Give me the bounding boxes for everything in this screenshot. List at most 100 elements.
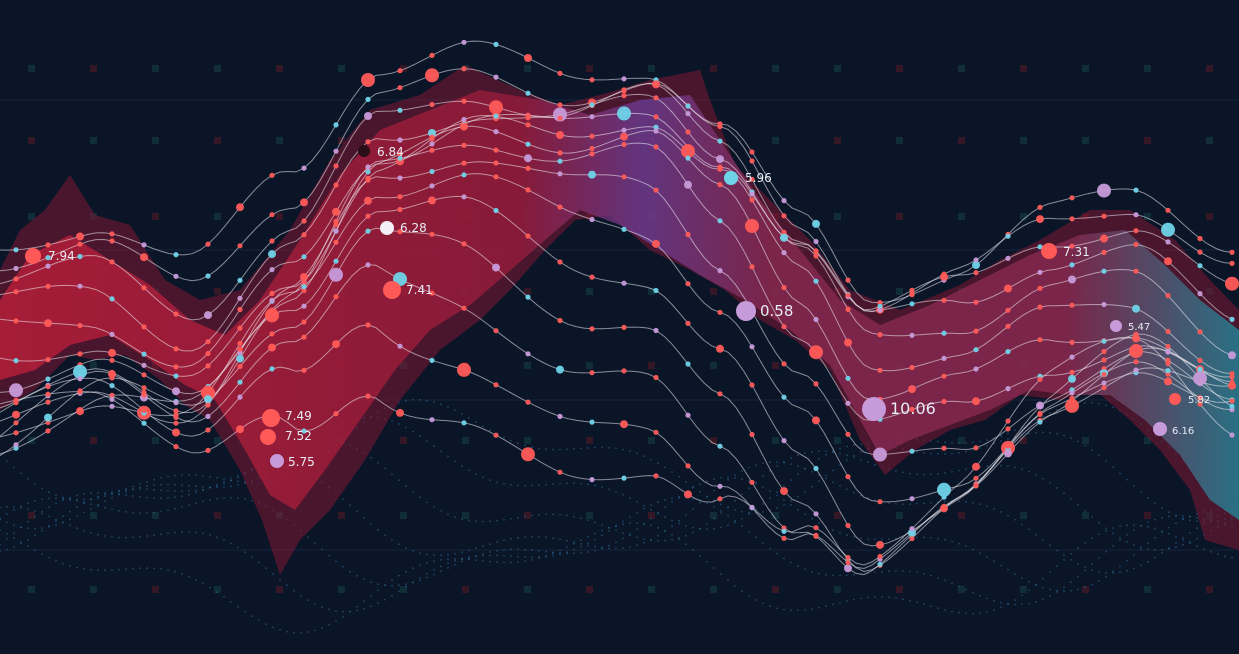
- background-dot: [20, 505, 22, 508]
- background-dot: [237, 605, 239, 608]
- background-dot: [1077, 588, 1079, 591]
- data-point: [365, 393, 371, 399]
- background-dot: [468, 417, 470, 419]
- background-dot: [930, 574, 932, 577]
- background-dot: [118, 509, 120, 512]
- background-dot: [412, 399, 414, 401]
- data-point: [461, 142, 467, 148]
- background-dot: [622, 520, 624, 523]
- data-point: [589, 133, 595, 139]
- background-dot: [482, 425, 484, 428]
- background-dot: [195, 491, 197, 494]
- grid-marker: [710, 512, 717, 519]
- background-dot: [335, 560, 337, 563]
- background-dot: [97, 492, 99, 494]
- grid-marker: [958, 65, 965, 72]
- data-point: [685, 111, 691, 117]
- background-dot: [776, 507, 778, 509]
- background-dot: [216, 483, 218, 486]
- grid-marker: [338, 512, 345, 519]
- background-dot: [125, 568, 127, 570]
- background-dot: [216, 485, 218, 487]
- data-point: [428, 129, 436, 137]
- data-point: [813, 248, 819, 254]
- background-dot: [944, 472, 946, 474]
- background-dot: [188, 504, 190, 506]
- background-dot: [804, 467, 806, 470]
- background-dot: [188, 474, 190, 476]
- background-dot: [853, 456, 855, 459]
- data-point: [489, 100, 503, 115]
- background-dot: [916, 450, 918, 453]
- data-point: [429, 52, 435, 59]
- background-dot: [1133, 567, 1135, 570]
- data-point: [1069, 302, 1075, 308]
- background-dot: [986, 465, 988, 468]
- data-point: [524, 54, 532, 62]
- background-dot: [1077, 440, 1079, 443]
- background-dot: [1035, 473, 1037, 476]
- background-dot: [895, 570, 897, 572]
- data-point: [557, 204, 563, 210]
- background-dot: [118, 489, 120, 492]
- data-point: [365, 139, 371, 145]
- data-point: [749, 158, 755, 164]
- background-dot: [636, 528, 638, 530]
- background-dot: [965, 500, 967, 503]
- background-dot: [342, 565, 344, 568]
- data-point: [588, 170, 596, 179]
- background-dot: [762, 542, 764, 544]
- background-dot: [90, 568, 92, 571]
- background-dot: [202, 532, 204, 535]
- background-dot: [573, 541, 575, 544]
- data-point: [13, 289, 19, 295]
- data-point: [845, 522, 851, 529]
- data-point: [397, 107, 403, 113]
- data-point: [1005, 323, 1011, 329]
- background-dot: [678, 520, 680, 522]
- background-dot: [237, 480, 239, 483]
- background-dot: [790, 504, 792, 506]
- background-dot: [783, 461, 785, 464]
- data-point: [13, 318, 19, 324]
- background-dot: [1021, 577, 1023, 579]
- background-dot: [797, 565, 799, 568]
- data-point: [108, 370, 116, 379]
- highlight-point: [380, 221, 394, 235]
- data-point: [429, 101, 435, 108]
- background-dot: [937, 537, 939, 540]
- background-dot: [727, 506, 729, 508]
- data-point: [621, 226, 627, 232]
- background-dot: [748, 466, 750, 469]
- background-dot: [545, 555, 547, 557]
- data-point: [1037, 376, 1043, 382]
- grid-marker: [524, 362, 531, 369]
- data-point: [109, 396, 115, 402]
- background-dot: [1182, 539, 1184, 541]
- data-point: [141, 351, 147, 357]
- grid-marker: [400, 65, 407, 72]
- background-dot: [1168, 515, 1170, 518]
- background-dot: [328, 623, 330, 626]
- data-point: [141, 362, 147, 368]
- background-dot: [83, 501, 85, 504]
- background-dot: [475, 559, 477, 562]
- data-point: [1165, 328, 1171, 335]
- background-dot: [90, 507, 92, 510]
- background-dot: [48, 556, 50, 559]
- background-dot: [986, 505, 988, 507]
- grid-marker: [834, 437, 841, 444]
- data-point: [77, 322, 83, 329]
- background-dot: [412, 430, 414, 433]
- background-dot: [510, 517, 512, 520]
- data-point: [429, 147, 435, 153]
- data-point: [845, 400, 851, 406]
- data-point: [237, 306, 243, 313]
- data-point: [525, 187, 531, 193]
- data-point: [173, 408, 179, 414]
- background-dot: [132, 495, 134, 497]
- background-dot: [132, 485, 134, 488]
- background-dot: [783, 608, 785, 611]
- background-dot: [1042, 431, 1044, 434]
- data-point: [493, 207, 499, 214]
